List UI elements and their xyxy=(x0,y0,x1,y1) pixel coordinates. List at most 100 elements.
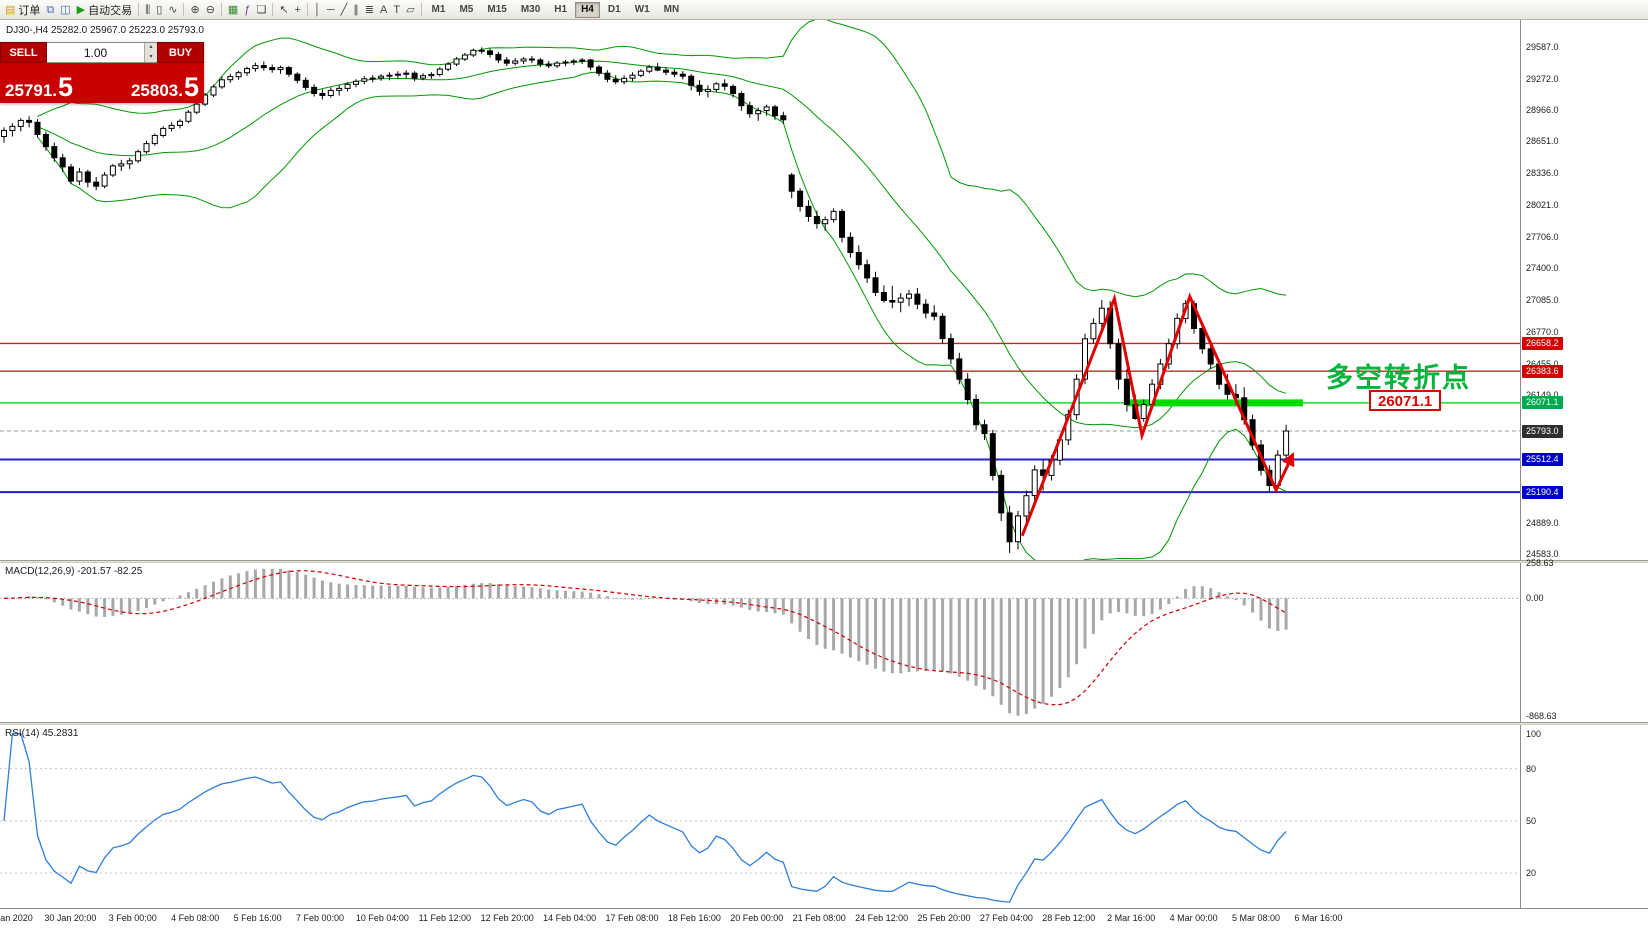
price-tag: 26383.6 xyxy=(1522,364,1563,378)
cursor-button[interactable]: ↖ xyxy=(276,1,291,19)
main-chart-canvas[interactable] xyxy=(0,20,1520,560)
axis-tick-label: 27400.0 xyxy=(1526,263,1559,274)
sell-button[interactable]: SELL xyxy=(0,42,47,63)
trade-panel-row: SELL ▴ ▾ BUY xyxy=(0,42,204,63)
market-watch-icon: ◫ xyxy=(60,3,71,16)
price-axis[interactable]: 29587.0 29272.0 28966.0 28651.0 28336.0 28021… xyxy=(1521,0,1648,908)
axis-tick-label: 28966.0 xyxy=(1526,104,1559,115)
macd-label: MACD(12,26,9) -201.57 -82.25 xyxy=(5,566,143,577)
one-click-trading-panel: SELL ▴ ▾ BUY 25791.5 25803.5 xyxy=(0,42,204,103)
buy-price-main: 25803. xyxy=(130,81,183,100)
auto-trading-button[interactable]: ▶ 自动交易 xyxy=(74,1,135,19)
buy-button[interactable]: BUY xyxy=(157,42,204,63)
axis-tick-label: 26770.0 xyxy=(1526,327,1559,338)
panel-separator-macd[interactable] xyxy=(0,560,1648,563)
volume-down-button[interactable]: ▾ xyxy=(149,53,153,60)
zoom-in-button[interactable]: ⊕ xyxy=(187,1,202,19)
channel-button[interactable]: ∥ xyxy=(350,1,362,19)
timeframe-mn-button[interactable]: MN xyxy=(663,4,680,15)
timeframe-h1-button[interactable]: H1 xyxy=(554,4,568,15)
time-tick-label: 5 Feb 16:00 xyxy=(233,913,282,923)
axis-tick-label: 26455.0 xyxy=(1526,358,1559,369)
shapes-button[interactable]: ▱ xyxy=(403,1,417,19)
time-axis[interactable]: 30 Jan 2020 30 Jan 20:00 3 Feb 00:00 4 Feb … xyxy=(0,908,1648,942)
time-tick-label: 5 Mar 08:00 xyxy=(1231,913,1281,923)
axis-tick-label: 27706.0 xyxy=(1526,232,1559,243)
timeframe-m5-button[interactable]: M5 xyxy=(459,4,474,15)
toolbar-separator xyxy=(183,3,185,16)
rsi-axis-label: 20 xyxy=(1526,868,1537,879)
volume-up-button[interactable]: ▴ xyxy=(149,44,153,50)
sell-price[interactable]: 25791. 5 xyxy=(0,63,102,103)
axis-tick-label: 27085.0 xyxy=(1526,295,1559,306)
rsi-axis-label: 50 xyxy=(1526,815,1537,826)
volume-input[interactable] xyxy=(47,43,144,62)
auto-trading-icon: ▶ xyxy=(76,3,86,16)
toolbar-separator xyxy=(220,3,222,16)
templates-icon: ❏ xyxy=(256,3,267,16)
fibonacci-icon: ≣ xyxy=(364,3,374,16)
fibonacci-button[interactable]: ≣ xyxy=(362,1,377,19)
time-tick-label: 6 Mar 16:00 xyxy=(1294,913,1343,923)
timeframe-h4-button[interactable]: H4 xyxy=(575,1,600,18)
text-button[interactable]: A xyxy=(377,1,390,19)
crosshair-icon: + xyxy=(294,3,301,16)
panel-separator-rsi[interactable] xyxy=(0,722,1648,725)
horizontal-line-button[interactable]: ─ xyxy=(324,1,338,19)
toolbar-separator xyxy=(306,3,308,16)
new-order-button-label: 订单 xyxy=(18,4,41,17)
trendline-button[interactable]: ╱ xyxy=(338,1,351,19)
price-tag: 25190.4 xyxy=(1522,485,1563,499)
bar-chart-button[interactable]: ⫼ xyxy=(142,1,153,19)
time-tick-label: 24 Feb 12:00 xyxy=(855,913,909,923)
rsi-axis-label: 100 xyxy=(1526,728,1542,739)
macd-axis-label: -868.63 xyxy=(1526,710,1557,721)
volume-spinner: ▴ ▾ xyxy=(144,43,157,62)
time-tick-label: 18 Feb 16:00 xyxy=(667,913,721,923)
turning-point-annotation[interactable]: 多空转折点 xyxy=(1326,363,1471,393)
market-watch-button[interactable]: ◫ xyxy=(57,1,73,19)
charts-window-button[interactable]: ⧉ xyxy=(43,1,57,19)
time-tick-label: 7 Feb 00:00 xyxy=(295,913,345,923)
candlestick-chart-button[interactable]: ▯ xyxy=(153,1,165,19)
timeframe-m30-button[interactable]: M30 xyxy=(520,4,541,15)
templates-button[interactable]: ❏ xyxy=(253,1,269,19)
sell-price-big-digit: 5 xyxy=(58,72,74,102)
timeframe-m1-button[interactable]: M1 xyxy=(431,4,446,15)
tile-windows-button[interactable]: ▦ xyxy=(225,1,241,19)
tile-windows-icon: ▦ xyxy=(227,3,239,16)
axis-tick-label: 24889.0 xyxy=(1526,517,1559,528)
timeframe-d1-button[interactable]: D1 xyxy=(607,4,621,15)
price-callout-box[interactable]: 26071.1 xyxy=(1369,390,1442,411)
timeframe-w1-button[interactable]: W1 xyxy=(634,4,650,15)
timeframe-m15-button[interactable]: M15 xyxy=(487,4,507,15)
price-tag: 26071.1 xyxy=(1522,396,1563,410)
indicators-button[interactable]: ƒ xyxy=(241,1,253,19)
channel-icon: ∥ xyxy=(353,3,359,16)
time-tick-label: 4 Mar 00:00 xyxy=(1169,913,1218,923)
crosshair-button[interactable]: + xyxy=(292,1,304,19)
auto-trading-button-label: 自动交易 xyxy=(88,4,133,17)
new-order-button[interactable]: ▤ 订单 xyxy=(2,1,43,19)
time-tick-label: 30 Jan 20:00 xyxy=(44,913,97,923)
rsi-label: RSI(14) 45.2831 xyxy=(5,728,79,739)
axis-tick-label: 24583.0 xyxy=(1526,548,1559,559)
time-tick-label: 30 Jan 2020 xyxy=(0,913,33,923)
zoom-out-button[interactable]: ⊖ xyxy=(203,1,218,19)
axis-tick-label: 26149.0 xyxy=(1526,389,1559,400)
candlestick-chart-icon: ▯ xyxy=(156,3,163,16)
macd-canvas[interactable] xyxy=(0,563,1520,722)
line-chart-button[interactable]: ∿ xyxy=(165,1,180,19)
toolbar-separator xyxy=(138,3,140,16)
rsi-canvas[interactable] xyxy=(0,725,1520,908)
vertical-line-button[interactable]: │ xyxy=(311,1,324,19)
sell-price-main: 25791. xyxy=(5,81,57,100)
buy-price[interactable]: 25803. 5 xyxy=(102,63,204,103)
time-tick-label: 21 Feb 08:00 xyxy=(792,913,846,923)
time-tick-label: 12 Feb 20:00 xyxy=(480,913,534,923)
time-tick-label: 20 Feb 00:00 xyxy=(730,913,784,923)
label-button[interactable]: T xyxy=(390,1,403,19)
axis-border xyxy=(1520,20,1521,908)
timeframe-toolbar: M1 M5 M15 M30 H1 H4 D1 W1 MN xyxy=(425,1,687,18)
